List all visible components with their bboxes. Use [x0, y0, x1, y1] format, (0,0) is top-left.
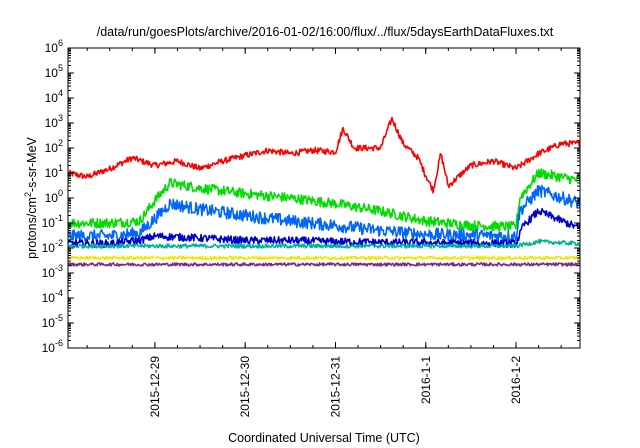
x-axis: 2015-12-29 2015-12-30 2015-12-31 2016-1-1 20… [86, 48, 562, 418]
series-line-1 [68, 116, 580, 194]
series-line-7 [68, 262, 580, 267]
x-axis-label: Coordinated Universal Time (UTC) [228, 431, 420, 445]
y-tick-label: 105 [45, 63, 63, 80]
x-tick-label: 2015-12-29 [148, 356, 162, 418]
y-tick-label: 103 [45, 113, 63, 130]
x-tick-label: 2015-12-30 [238, 356, 252, 418]
x-tick-label: 2016-1-2 [509, 356, 523, 404]
series-line-2 [68, 168, 580, 232]
y-axis-label: protons/cm2-s-sr-MeV [23, 136, 39, 258]
series-line-6 [68, 255, 580, 261]
y-tick-label: 10-3 [42, 263, 63, 280]
y-tick-label: 10-2 [42, 238, 63, 255]
y-tick-label: 10-1 [42, 213, 63, 230]
y-tick-label: 101 [45, 163, 63, 180]
plot-frame [67, 47, 581, 349]
y-tick-label: 102 [45, 138, 63, 155]
y-tick-label: 100 [45, 188, 63, 205]
series-line-3 [68, 184, 580, 243]
y-tick-label: 10-4 [42, 288, 63, 305]
series-layer [68, 116, 580, 267]
x-tick-label: 2016-1-1 [419, 356, 433, 404]
series-line-4 [68, 208, 580, 249]
x-tick-label: 2015-12-31 [328, 356, 342, 418]
y-axis: 10-6 10-5 10-4 10-3 10-2 10-1 100 101 102 103 104 1… [42, 38, 580, 355]
chart-title: /data/run/goesPlots/archive/2016-01-02/1… [97, 25, 554, 39]
y-tick-label: 106 [45, 38, 63, 55]
series-line-5 [68, 238, 580, 249]
y-tick-label: 10-6 [42, 338, 63, 355]
y-tick-label: 10-5 [42, 313, 63, 330]
y-tick-label: 104 [45, 88, 63, 105]
